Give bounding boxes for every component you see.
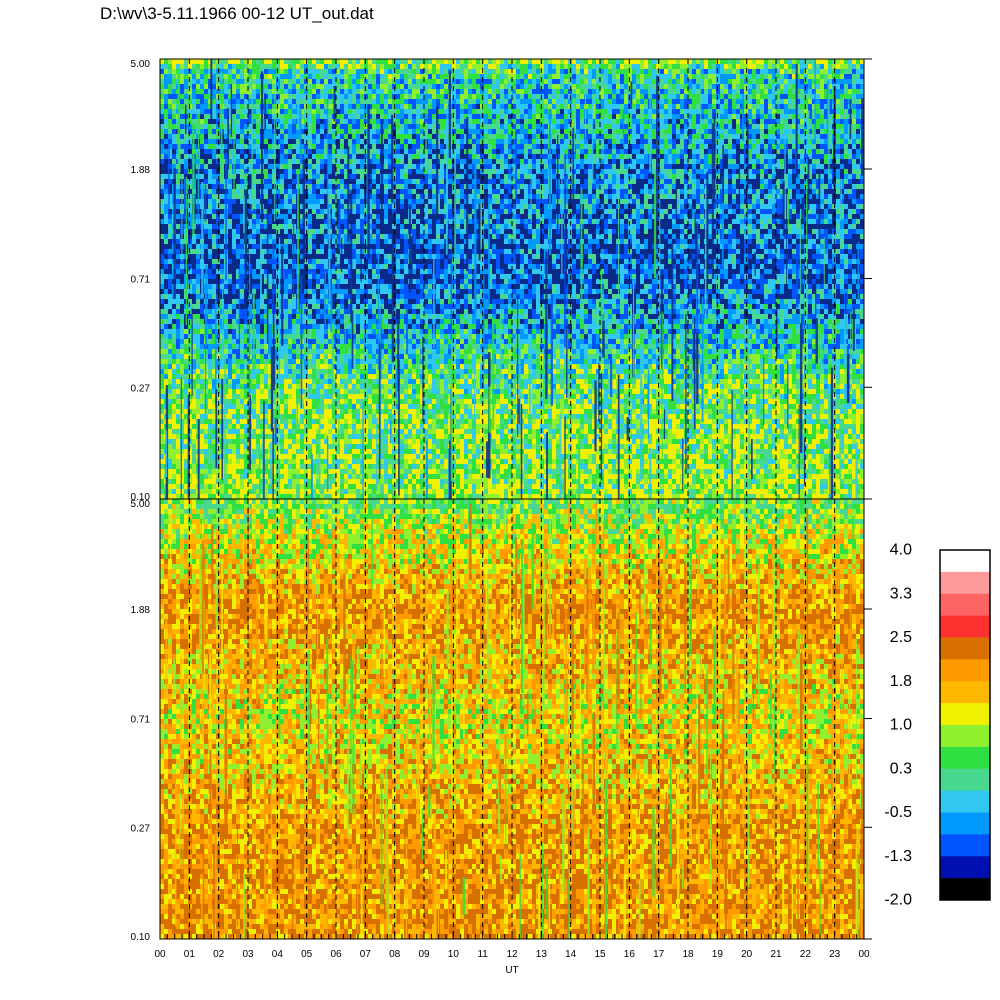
colorbar-swatch xyxy=(940,571,990,595)
colorbar-swatch xyxy=(940,659,990,682)
x-tick-label: 16 xyxy=(624,949,636,960)
colorbar-label: 4.0 xyxy=(890,542,912,559)
colorbar-label: 3.3 xyxy=(890,585,912,602)
y-tick-label: 0.71 xyxy=(131,715,151,726)
colorbar-swatch xyxy=(940,768,990,791)
x-tick-label: 05 xyxy=(301,949,313,960)
x-tick-label: 07 xyxy=(360,949,372,960)
colorbar-swatch xyxy=(940,834,990,857)
colorbar-label: 2.5 xyxy=(890,629,912,646)
colorbar-swatch xyxy=(940,856,990,879)
colorbar-swatch xyxy=(940,681,990,704)
colorbar-swatch xyxy=(940,746,990,770)
y-tick-label: 1.88 xyxy=(131,605,151,616)
x-tick-label: 02 xyxy=(213,949,225,960)
spectrogram-top-panel: 5.00 1.88 0.71 0.27 0.10 xyxy=(131,58,872,503)
x-axis-label: UT xyxy=(505,965,518,976)
colorbar-swatch xyxy=(940,615,990,638)
colorbar-swatch xyxy=(940,593,990,616)
colorbar-label: 1.0 xyxy=(890,717,912,734)
y-tick-label: 5.00 xyxy=(131,59,151,70)
x-tick-label: 00 xyxy=(154,949,166,960)
x-tick-label: 14 xyxy=(565,949,577,960)
colorbar-label: -2.0 xyxy=(884,892,912,909)
colorbar-label: 0.3 xyxy=(890,760,912,777)
x-tick-label: 12 xyxy=(506,949,518,960)
y-tick-label: 0.27 xyxy=(131,823,151,834)
x-tick-label: 10 xyxy=(448,949,460,960)
x-tick-label: 22 xyxy=(800,949,812,960)
colorbar: 4.0 3.3 2.5 1.8 1.0 0.3 -0.5 -1.3 -2.0 xyxy=(884,542,991,909)
x-tick-label: 09 xyxy=(418,949,430,960)
x-tick-label: 19 xyxy=(712,949,724,960)
x-tick-label: 13 xyxy=(536,949,548,960)
x-tick-label: 03 xyxy=(242,949,254,960)
x-tick-label: 15 xyxy=(594,949,606,960)
colorbar-swatch xyxy=(940,812,990,835)
x-tick-label: 11 xyxy=(477,949,488,960)
colorbar-label: 1.8 xyxy=(890,673,912,690)
y-tick-label: 5.00 xyxy=(131,499,151,510)
y-tick-label: 0.71 xyxy=(131,275,151,286)
y-tick-label: 0.27 xyxy=(131,383,151,394)
y-tick-label: 0.10 xyxy=(131,932,151,943)
y-tick-label: 0.10 xyxy=(131,492,151,503)
x-tick-label: 20 xyxy=(741,949,753,960)
chart-title: D:\wv\3-5.11.1966 00-12 UT_out.dat xyxy=(100,4,374,24)
spectrogram-bottom-panel: 5.00 1.88 0.71 0.27 0.10 xyxy=(131,498,872,943)
x-tick-label: 00 xyxy=(858,949,870,960)
colorbar-label: -0.5 xyxy=(884,804,912,821)
colorbar-swatch xyxy=(940,878,990,901)
colorbar-swatch xyxy=(940,637,990,660)
colorbar-label: -1.3 xyxy=(884,848,912,865)
y-tick-label: 1.88 xyxy=(131,165,151,176)
x-tick-label: 04 xyxy=(272,949,284,960)
x-tick-label: 18 xyxy=(682,949,694,960)
x-tick-label: 21 xyxy=(770,949,782,960)
x-tick-label: 17 xyxy=(653,949,665,960)
x-tick-label: 08 xyxy=(389,949,401,960)
x-tick-label: 06 xyxy=(330,949,342,960)
x-tick-label: 01 xyxy=(184,949,196,960)
colorbar-swatch xyxy=(940,790,990,813)
colorbar-swatch xyxy=(940,550,990,573)
x-tick-label: 23 xyxy=(829,949,841,960)
colorbar-swatch xyxy=(940,703,990,726)
x-axis: 00 01 02 03 04 05 06 07 08 09 10 11 12 13 14 15 16 17 18 19… xyxy=(154,931,870,976)
colorbar-swatch xyxy=(940,725,990,748)
